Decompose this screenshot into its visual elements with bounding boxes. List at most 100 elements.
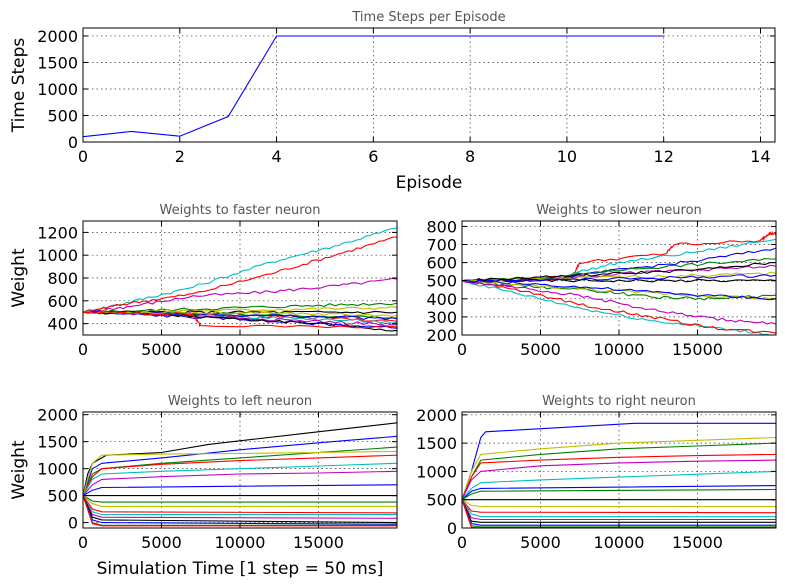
- y-tick-label: 2000: [416, 406, 457, 425]
- y-tick-label: 500: [47, 106, 78, 125]
- series-group: [83, 227, 397, 332]
- y-tick-label: 1000: [37, 460, 78, 479]
- x-tick-label: 0: [457, 533, 467, 552]
- chart-title: Weights to slower neuron: [536, 203, 702, 218]
- series-group: [83, 35, 664, 138]
- x-tick-label: 12: [654, 147, 674, 166]
- series-line: [462, 278, 776, 283]
- series-line: [462, 488, 776, 501]
- panel-faster: 0 5000 10000 15000 400 600 800 1000 1200 Weights …: [9, 203, 398, 359]
- x-tick-label: 0: [457, 340, 467, 359]
- x-axis-label: Episode: [396, 173, 463, 193]
- y-tick-label: 2000: [37, 406, 78, 425]
- y-tick-label: 400: [47, 315, 78, 334]
- series-line: [83, 462, 397, 496]
- x-tick-label: 10000: [215, 533, 266, 552]
- x-tick-label: 5000: [520, 340, 561, 359]
- chart-title: Weights to left neuron: [168, 394, 312, 409]
- y-tick-label: 800: [426, 217, 457, 236]
- series-line: [83, 310, 397, 319]
- plot-frame: [82, 27, 776, 143]
- series-line: [83, 454, 397, 496]
- series-line: [462, 261, 776, 282]
- y-tick-label: 1200: [37, 223, 78, 242]
- y-tick-label: 600: [47, 292, 78, 311]
- series-group: [83, 422, 397, 527]
- x-tick-label: 0: [78, 340, 88, 359]
- series-group: [462, 422, 776, 528]
- y-tick-label: 1500: [37, 53, 78, 72]
- y-tick-label: 0: [447, 519, 457, 538]
- y-tick-label: 1500: [416, 434, 457, 453]
- y-tick-label: 2000: [37, 27, 78, 46]
- x-tick-label: 5000: [520, 533, 561, 552]
- series-line: [83, 495, 397, 503]
- x-tick-label: 8: [465, 147, 475, 166]
- y-tick-label: 0: [68, 514, 78, 533]
- y-axis-label: Weight: [9, 248, 29, 308]
- series-line: [83, 470, 397, 496]
- series-line: [83, 35, 664, 138]
- series-line: [83, 495, 397, 514]
- series-line: [83, 236, 397, 313]
- y-tick-label: 1000: [416, 462, 457, 481]
- series-line: [462, 499, 776, 521]
- series-group: [462, 230, 776, 335]
- plot-frame: [82, 411, 398, 529]
- y-tick-label: 500: [426, 272, 457, 291]
- panel-episodes: 0 2 4 6 8 10 12 14 0 500 1000 1500 2000 Time Steps pe…: [9, 10, 776, 193]
- series-line: [462, 499, 776, 514]
- series-line: [462, 459, 776, 500]
- x-tick-label: 15000: [672, 533, 723, 552]
- x-tick-label: 4: [271, 147, 281, 166]
- x-tick-label: 10000: [594, 533, 645, 552]
- y-tick-label: 500: [47, 487, 78, 506]
- y-tick-label: 1000: [37, 246, 78, 265]
- y-tick-label: 1000: [37, 80, 78, 99]
- y-tick-label: 200: [426, 326, 457, 345]
- y-tick-label: 600: [426, 254, 457, 273]
- y-tick-label: 0: [68, 133, 78, 152]
- y-axis-label: Weight: [9, 440, 29, 500]
- panel-right: 0 5000 10000 15000 0 500 1000 1500 2000 Weights t…: [416, 394, 777, 552]
- series-line: [462, 499, 776, 518]
- series-line: [83, 484, 397, 497]
- chart-title: Time Steps per Episode: [351, 10, 505, 25]
- y-tick-label: 700: [426, 236, 457, 255]
- series-line: [462, 258, 776, 283]
- y-tick-label: 500: [426, 491, 457, 510]
- x-tick-label: 6: [368, 147, 378, 166]
- x-tick-label: 10000: [215, 340, 266, 359]
- series-line: [462, 453, 776, 500]
- y-axis-label: Time Steps: [9, 38, 29, 134]
- x-tick-label: 5000: [141, 340, 182, 359]
- x-tick-label: 0: [78, 147, 88, 166]
- series-line: [83, 310, 397, 329]
- y-tick-label: 1500: [37, 433, 78, 452]
- x-tick-label: 2: [175, 147, 185, 166]
- chart-title: Weights to right neuron: [542, 394, 696, 409]
- series-line: [83, 302, 397, 314]
- series-line: [462, 280, 776, 325]
- y-tick-label: 300: [426, 308, 457, 327]
- x-tick-label: 14: [750, 147, 770, 166]
- panel-left: 0 5000 10000 15000 0 500 1000 1500 2000 Weights t…: [9, 394, 398, 579]
- series-line: [462, 280, 776, 334]
- x-tick-label: 10000: [594, 340, 645, 359]
- series-line: [83, 277, 397, 313]
- y-tick-label: 800: [47, 269, 78, 288]
- series-line: [83, 495, 397, 516]
- series-line: [462, 274, 776, 283]
- series-line: [462, 499, 776, 508]
- series-line: [462, 485, 776, 501]
- chart-title: Weights to faster neuron: [160, 203, 321, 218]
- x-tick-label: 15000: [293, 533, 344, 552]
- x-tick-label: 15000: [293, 340, 344, 359]
- series-line: [83, 495, 397, 527]
- x-tick-label: 0: [78, 533, 88, 552]
- series-line: [83, 450, 397, 496]
- series-line: [83, 435, 397, 496]
- series-line: [83, 311, 397, 317]
